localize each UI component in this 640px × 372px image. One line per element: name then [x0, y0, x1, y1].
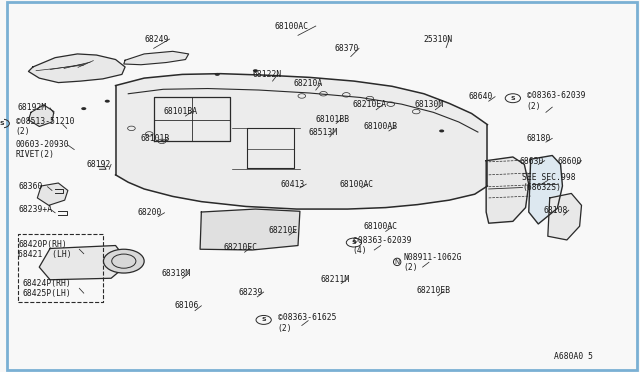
- Text: 68100AC: 68100AC: [340, 180, 374, 189]
- Text: S: S: [351, 240, 356, 245]
- Polygon shape: [529, 155, 563, 224]
- Text: 68210EB: 68210EB: [416, 286, 451, 295]
- Text: SEE SEC.998
(68632S): SEE SEC.998 (68632S): [522, 173, 576, 192]
- Text: 68360: 68360: [19, 182, 43, 191]
- Circle shape: [253, 69, 258, 72]
- Text: 68210A: 68210A: [294, 79, 323, 88]
- Text: A680A0 5: A680A0 5: [554, 352, 593, 361]
- Text: 68130M: 68130M: [414, 100, 444, 109]
- Text: 68249: 68249: [144, 35, 168, 44]
- Text: 68424P(RH)
68425P(LH): 68424P(RH) 68425P(LH): [22, 279, 71, 298]
- Text: 68180: 68180: [527, 134, 551, 143]
- Text: 68192: 68192: [87, 160, 111, 169]
- Text: ©08363-62039
(2): ©08363-62039 (2): [527, 92, 586, 111]
- Text: N: N: [394, 259, 400, 265]
- Text: 68100AC: 68100AC: [275, 22, 308, 31]
- Circle shape: [81, 107, 86, 110]
- Text: 68108: 68108: [543, 206, 568, 215]
- Polygon shape: [37, 183, 68, 205]
- Polygon shape: [548, 193, 582, 240]
- Text: 68513M: 68513M: [308, 128, 337, 137]
- Text: 68640: 68640: [468, 92, 493, 101]
- Circle shape: [439, 129, 444, 132]
- Text: 68420P(RH)
68421  (LH): 68420P(RH) 68421 (LH): [19, 240, 72, 259]
- Text: 68210EA: 68210EA: [353, 100, 387, 109]
- Text: 25310N: 25310N: [424, 35, 453, 44]
- Text: 68239+A: 68239+A: [19, 205, 52, 214]
- Text: ©08363-62039
(4): ©08363-62039 (4): [353, 236, 411, 255]
- Text: 68192M: 68192M: [17, 103, 46, 112]
- Circle shape: [105, 100, 110, 103]
- Text: 00603-20930
RIVET(2): 00603-20930 RIVET(2): [16, 140, 69, 159]
- Text: 68101BB: 68101BB: [316, 115, 350, 124]
- Text: 60413: 60413: [281, 180, 305, 189]
- Text: 68318M: 68318M: [162, 269, 191, 278]
- Text: 68101B: 68101B: [141, 134, 170, 143]
- Text: 68211M: 68211M: [321, 275, 350, 283]
- Circle shape: [104, 249, 144, 273]
- Polygon shape: [28, 105, 54, 126]
- Text: 68100AB: 68100AB: [364, 122, 397, 131]
- Text: ©08363-61625
(2): ©08363-61625 (2): [278, 313, 336, 333]
- Text: 68239: 68239: [238, 288, 262, 296]
- Text: 68101BA: 68101BA: [163, 107, 197, 116]
- Text: 68122N: 68122N: [252, 70, 282, 79]
- Text: 68210E: 68210E: [268, 226, 298, 235]
- Polygon shape: [486, 157, 529, 223]
- Polygon shape: [39, 246, 122, 280]
- Text: 68630: 68630: [519, 157, 543, 166]
- Text: 68370: 68370: [335, 44, 359, 53]
- Text: S: S: [0, 121, 4, 126]
- Text: S: S: [511, 96, 515, 101]
- Polygon shape: [116, 74, 488, 209]
- Text: N08911-1062G
(2): N08911-1062G (2): [403, 253, 462, 272]
- Circle shape: [214, 73, 220, 76]
- Polygon shape: [124, 51, 189, 65]
- Text: 68200: 68200: [138, 208, 162, 217]
- Text: 68106: 68106: [175, 301, 199, 310]
- Text: ©08513-51210
(2): ©08513-51210 (2): [16, 117, 74, 136]
- Text: S: S: [261, 317, 266, 323]
- Text: 68210EC: 68210EC: [223, 243, 258, 252]
- Polygon shape: [28, 54, 125, 83]
- Text: 68100AC: 68100AC: [364, 222, 397, 231]
- Text: 68600: 68600: [557, 157, 582, 166]
- Polygon shape: [200, 209, 300, 250]
